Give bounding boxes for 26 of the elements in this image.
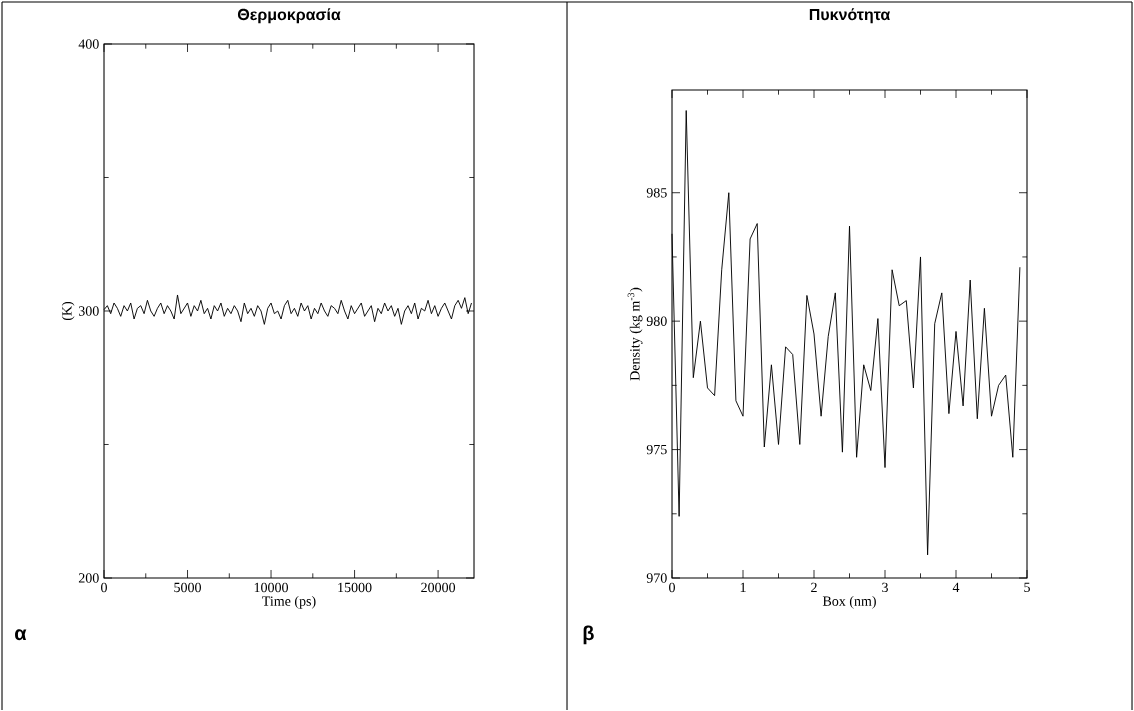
text: β	[583, 625, 594, 645]
y-tick-label: 970	[646, 573, 667, 583]
y-tick-label: 200	[78, 573, 99, 583]
chart-title: Πυκνότητα	[809, 8, 891, 24]
y-axis-title: (K)	[61, 301, 75, 321]
x-tick-label: 15000	[338, 582, 372, 593]
x-tick-label: 10000	[254, 582, 289, 593]
text: α	[15, 629, 27, 641]
x-tick-label: 5	[1024, 582, 1030, 593]
x-tick-label: 3	[882, 582, 888, 593]
chart-title: Θερμοκρασία	[237, 8, 341, 24]
x-tick-label: 5000	[174, 582, 201, 593]
y-tick-label: 300	[78, 306, 99, 316]
x-tick-label: 0	[101, 582, 107, 593]
x-tick-label: 20000	[421, 582, 456, 593]
x-axis-title: Time (ps)	[262, 595, 316, 609]
y-tick-label: 400	[78, 39, 99, 49]
x-axis-title: Box (nm)	[822, 595, 876, 609]
y-tick-label: 975	[646, 444, 667, 455]
y-tick-label: 980	[646, 316, 667, 326]
x-tick-label: 1	[740, 582, 746, 592]
x-tick-label: 0	[669, 582, 675, 593]
y-tick-label: 985	[646, 188, 667, 198]
y-axis-title: Density (kg m$^{-3}$)	[627, 287, 643, 381]
x-tick-label: 2	[811, 582, 817, 592]
x-tick-label: 4	[952, 582, 960, 592]
